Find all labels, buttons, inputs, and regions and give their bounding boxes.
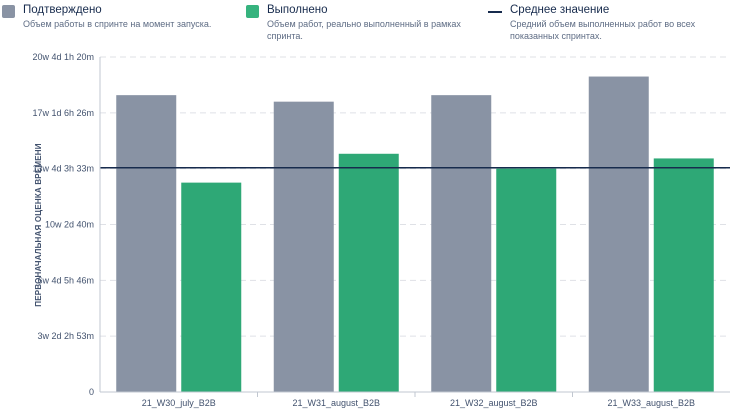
x-tick-label: 21_W33_august_B2B <box>607 398 695 408</box>
y-tick-label: 20w 4d 1h 20m <box>32 52 94 62</box>
legend-swatch-average <box>488 11 502 13</box>
bar-completed[interactable] <box>338 153 399 392</box>
y-tick-label: 13w 4d 3h 33m <box>32 164 94 174</box>
x-tick-label: 21_W32_august_B2B <box>450 398 538 408</box>
x-tick-label: 21_W31_august_B2B <box>292 398 380 408</box>
axes <box>99 57 730 397</box>
legend-desc-committed: Объем работы в спринте на момент запуска… <box>23 19 212 29</box>
x-tick-label: 21_W30_july_B2B <box>142 398 216 408</box>
bar-committed[interactable] <box>116 95 177 393</box>
y-tick-label: 10w 2d 40m <box>45 220 94 230</box>
legend-title-committed: Подтверждено <box>23 4 102 16</box>
y-tick-label: 6w 4d 5h 46m <box>37 275 94 285</box>
y-axis-label: ПЕРВОНАЧАЛЬНАЯ ОЦЕНКА ВРЕМЕНИ <box>34 143 43 306</box>
legend-item-average[interactable]: Среднее значение Средний объем выполненн… <box>488 2 723 42</box>
legend-item-committed[interactable]: Подтверждено Объем работы в спринте на м… <box>2 2 211 30</box>
bars <box>116 76 714 393</box>
bar-completed[interactable] <box>653 158 714 392</box>
bar-committed[interactable] <box>588 76 649 393</box>
bar-committed[interactable] <box>273 101 334 393</box>
y-tick-labels: 0 3w 2d 2h 53m 6w 4d 5h 46m 10w 2d 40m 13w 4… <box>32 52 94 397</box>
bar-completed[interactable] <box>496 168 557 392</box>
legend-desc-average: Средний объем выполненных работ во всех … <box>510 19 696 41</box>
y-tick-label: 0 <box>89 387 94 397</box>
legend-item-completed[interactable]: Выполнено Объем работ, реально выполненн… <box>246 2 486 42</box>
legend: Подтверждено Объем работы в спринте на м… <box>0 0 730 42</box>
legend-title-completed: Выполнено <box>267 4 328 16</box>
y-tick-label: 17w 1d 6h 26m <box>32 108 94 118</box>
legend-swatch-committed <box>2 5 15 18</box>
y-tick-label: 3w 2d 2h 53m <box>37 331 94 341</box>
bar-committed[interactable] <box>431 95 492 393</box>
legend-desc-completed: Объем работ, реально выполненный в рамка… <box>267 19 461 41</box>
legend-title-average: Среднее значение <box>510 4 610 16</box>
bar-completed[interactable] <box>181 182 242 392</box>
legend-swatch-completed <box>246 5 259 18</box>
x-tick-labels: 21_W30_july_B2B 21_W31_august_B2B 21_W32_a… <box>142 398 695 408</box>
